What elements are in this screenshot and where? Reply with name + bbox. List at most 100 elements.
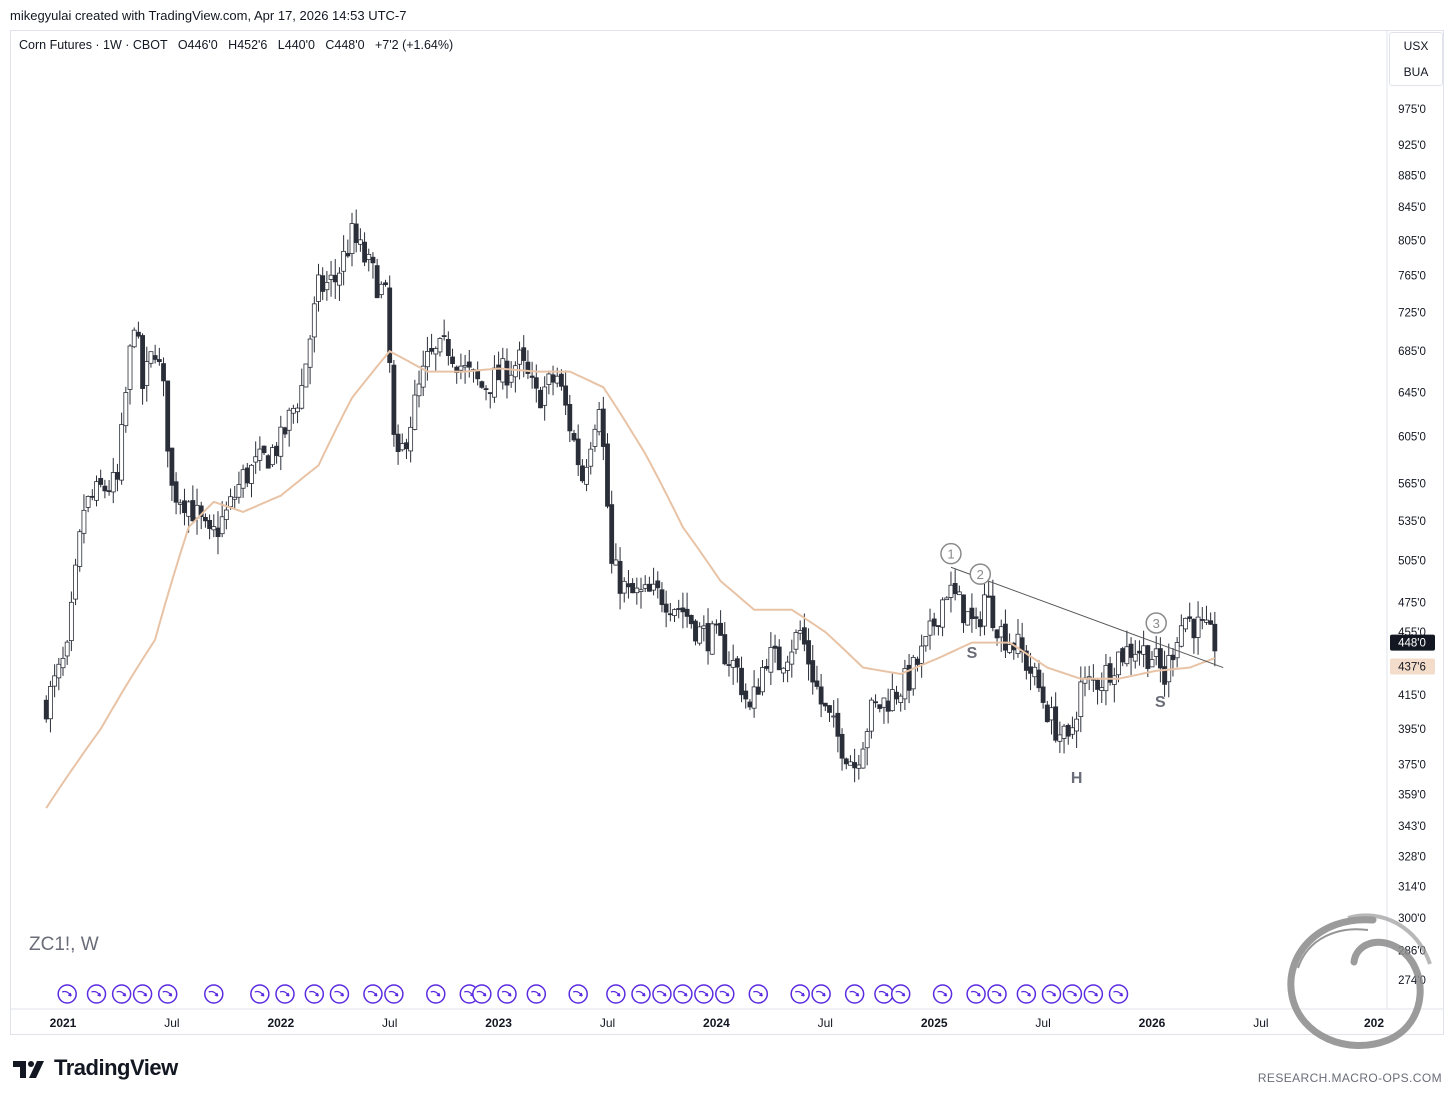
moving-average-line — [45, 349, 1216, 809]
candle-body — [1111, 675, 1117, 685]
event-marker-icon — [384, 984, 404, 1004]
candle-body — [236, 484, 242, 498]
time-tick-label: Jul — [164, 1016, 179, 1030]
candle-body — [1195, 616, 1201, 638]
candle-body — [1157, 648, 1163, 669]
tradingview-logo[interactable]: TradingView — [12, 1055, 178, 1081]
candle-body — [856, 764, 862, 769]
candle-body — [567, 404, 573, 432]
price-tick-label: 359'0 — [1398, 790, 1426, 802]
candle-body — [852, 762, 858, 769]
candle-body — [131, 329, 137, 348]
candle-body — [445, 338, 451, 356]
event-marker-icon — [748, 984, 769, 1004]
candle-body — [579, 465, 585, 482]
candle-body — [211, 526, 217, 531]
event-marker-arrow — [1021, 990, 1031, 997]
candle-body — [672, 609, 677, 616]
candle-body — [420, 365, 426, 388]
event-marker-arrow — [208, 990, 219, 997]
candle-body — [1124, 646, 1130, 665]
candle-body — [341, 250, 347, 272]
price-tick-label: 300'0 — [1398, 913, 1426, 925]
event-marker-arrow — [61, 990, 72, 997]
candle-body — [1137, 650, 1142, 654]
candle-body — [479, 381, 485, 388]
candle-body — [776, 646, 782, 671]
candle-body — [328, 274, 334, 280]
candle-body — [492, 367, 497, 398]
time-tick-label: 202 — [1364, 1016, 1384, 1030]
candle-body — [998, 626, 1004, 638]
wave-count-marker — [940, 542, 962, 565]
event-marker-arrow — [878, 990, 889, 997]
candle-body — [571, 433, 577, 441]
candle-body — [663, 603, 669, 613]
time-tick-label: Jul — [382, 1016, 397, 1030]
candle-body — [923, 636, 929, 647]
candle-body — [458, 365, 464, 371]
candle-body — [1132, 653, 1138, 662]
candle-body — [286, 409, 292, 431]
candle-body — [299, 385, 305, 409]
event-marker-icon — [715, 984, 735, 1004]
candle-body — [533, 377, 539, 389]
candle-body — [77, 531, 83, 567]
price-tick-label: 885'0 — [1398, 170, 1426, 182]
event-marker-arrow — [610, 990, 621, 997]
event-marker-arrow — [895, 990, 906, 997]
candle-body — [64, 641, 70, 657]
candle-body — [278, 426, 284, 457]
candle-body — [1099, 687, 1105, 691]
candle-body — [630, 583, 636, 594]
candle-body — [144, 361, 150, 386]
candle-body — [634, 587, 640, 594]
candle-body — [391, 364, 397, 435]
candle-body — [152, 355, 158, 360]
candle-body — [370, 256, 376, 264]
event-marker-icon — [304, 984, 325, 1004]
price-tick-label: 805'0 — [1398, 235, 1426, 247]
candle-body — [1015, 633, 1021, 654]
unit-selector[interactable]: USX BUA — [1389, 32, 1443, 86]
price-tick-label: 343'0 — [1398, 821, 1426, 833]
candle-body — [898, 695, 904, 703]
candle-body — [177, 502, 183, 505]
candle-body — [219, 516, 225, 535]
chart-author-header: mikegyulai created with TradingView.com,… — [10, 8, 407, 23]
candle-body — [249, 464, 254, 484]
wave-count-marker — [1145, 612, 1167, 634]
unit-label[interactable]: BUA — [1403, 65, 1429, 79]
candle-body — [60, 657, 66, 669]
candle-body — [332, 274, 338, 283]
price-tick-label: 605'0 — [1398, 431, 1426, 443]
candle-body — [781, 667, 786, 674]
candle-body — [1187, 616, 1193, 619]
candle-body — [521, 347, 527, 361]
event-marker-arrow — [1088, 990, 1098, 997]
research-credit: RESEARCH.MACRO-OPS.COM — [1257, 1071, 1442, 1085]
candle-body — [1003, 623, 1008, 651]
candle-body — [600, 408, 606, 447]
candle-body — [1204, 619, 1209, 623]
event-marker-arrow — [1067, 990, 1078, 997]
symbol-legend[interactable]: Corn Futures · 1W · CBOT O446'0 H452'6 L… — [19, 38, 454, 52]
candle-body — [621, 580, 627, 594]
event-marker-icon — [86, 984, 107, 1004]
currency-label[interactable]: USX — [1403, 39, 1429, 53]
candle-body — [232, 496, 238, 500]
candle-body — [1057, 734, 1063, 742]
candle-body — [345, 252, 351, 257]
candle-body — [873, 701, 878, 704]
candle-body — [990, 595, 996, 629]
candle-body — [575, 438, 581, 466]
candle-body — [387, 287, 393, 363]
event-marker-icon — [526, 984, 547, 1004]
candle-body — [1178, 625, 1184, 647]
candle-body — [169, 447, 175, 486]
candle-body — [718, 622, 723, 636]
candle-body — [89, 495, 95, 498]
tradingview-brand: TradingView — [54, 1055, 178, 1080]
candle-body — [542, 386, 548, 406]
